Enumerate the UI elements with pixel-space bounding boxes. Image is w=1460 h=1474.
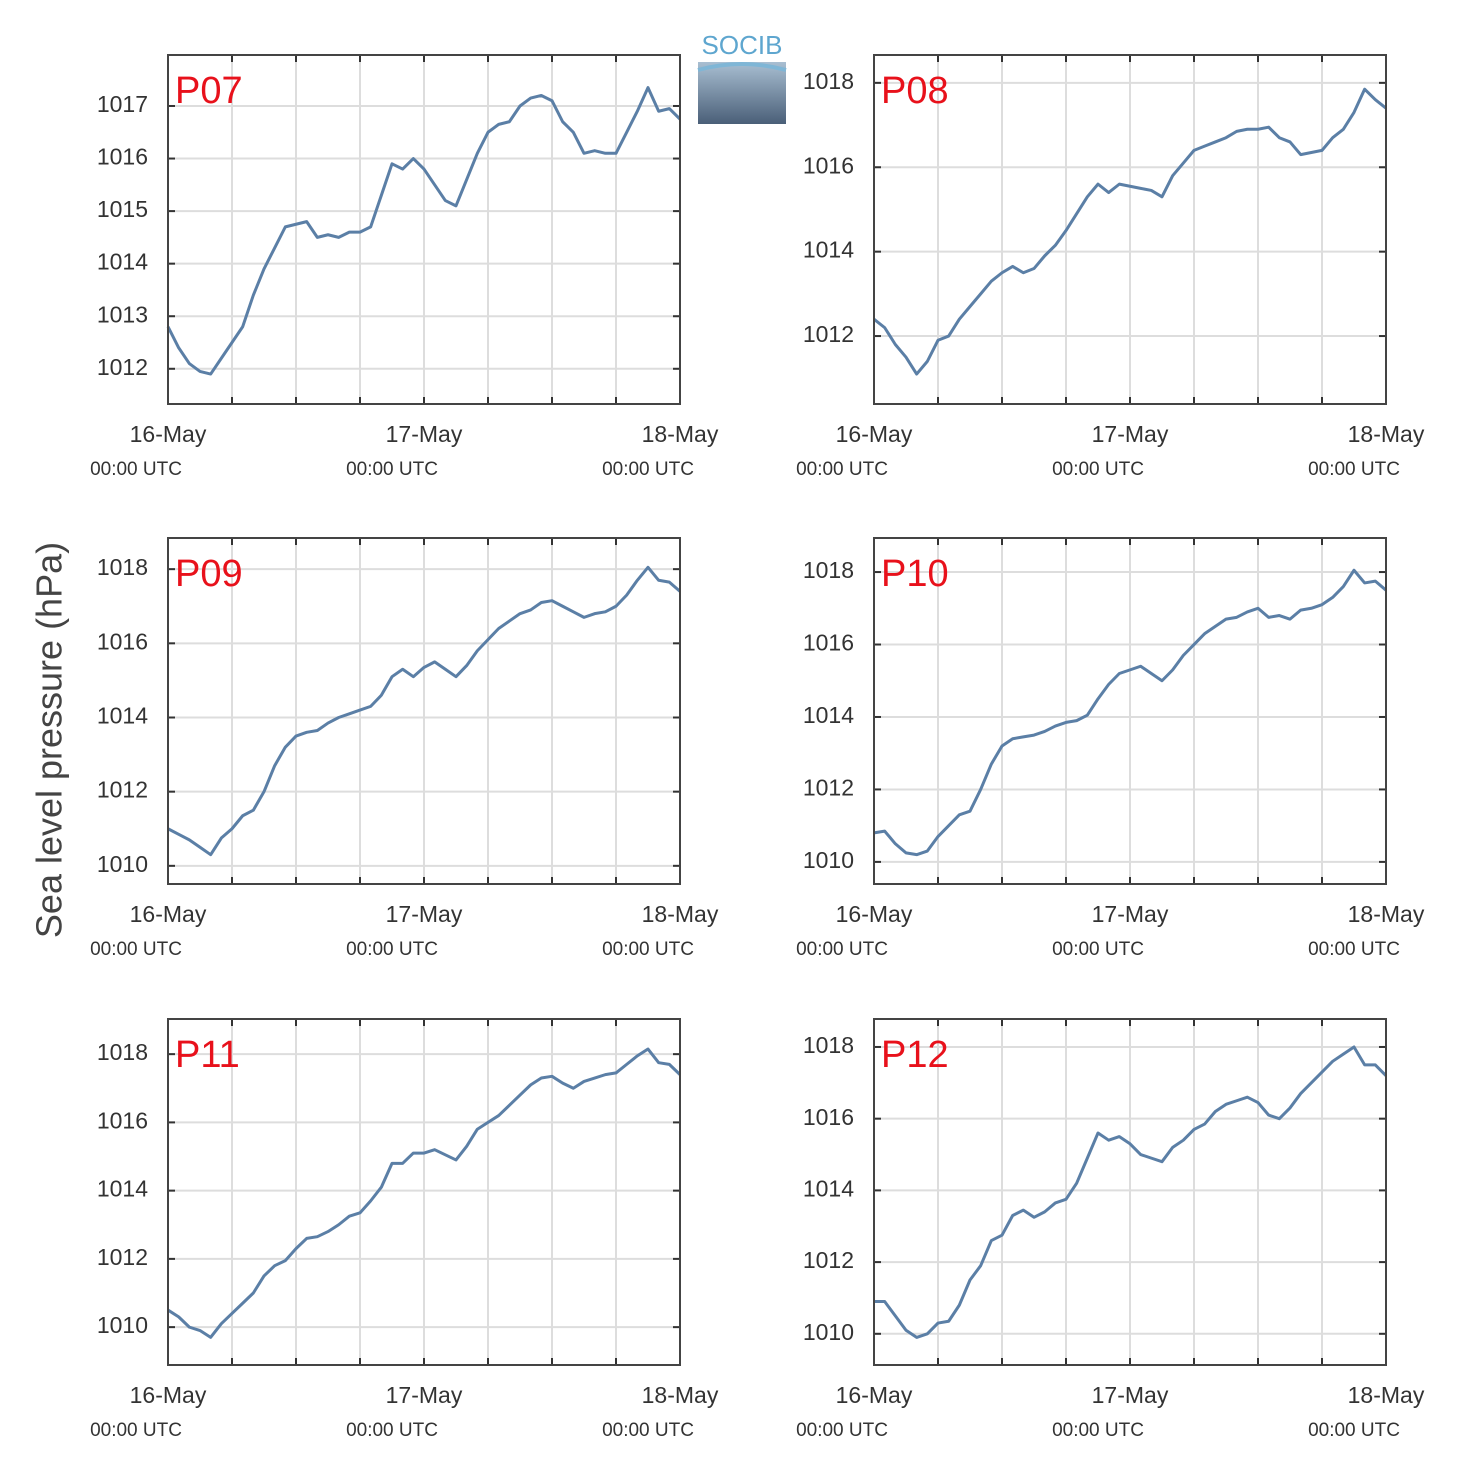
y-tick-label: 1016 [97, 1107, 148, 1133]
panel: 1012 1014 1016 1018 16-May 00:00 UTC 17-May 00:… [796, 54, 1425, 480]
y-tick-label: 1016 [803, 152, 854, 178]
x-tick-label: 17-May [1092, 1382, 1169, 1408]
y-tick-label: 1010 [803, 1319, 854, 1345]
y-tick-label: 1016 [97, 144, 148, 170]
y-tick-label: 1012 [803, 321, 854, 347]
y-tick-label: 1018 [97, 1039, 148, 1065]
y-tick-label: 1014 [803, 237, 854, 263]
x-tick-label: 16-May [130, 421, 207, 447]
x-tick-sublabel: 00:00 UTC [346, 459, 438, 480]
y-tick-label: 1018 [803, 68, 854, 94]
data-line [874, 1045, 1388, 1339]
x-tick-sublabel: 00:00 UTC [1052, 459, 1144, 480]
x-tick-sublabel: 00:00 UTC [796, 459, 888, 480]
x-tick-label: 17-May [386, 901, 463, 927]
y-tick-label: 1013 [97, 301, 148, 327]
x-tick-sublabel: 00:00 UTC [1308, 459, 1400, 480]
data-line [873, 568, 1387, 857]
plot-frame [167, 537, 681, 885]
logo-graphic [698, 62, 786, 124]
data-line [166, 86, 682, 376]
x-tick-sublabel: 00:00 UTC [1052, 939, 1144, 960]
data-line [167, 1047, 682, 1339]
x-tick-sublabel: 00:00 UTC [346, 939, 438, 960]
x-tick-sublabel: 00:00 UTC [1052, 1420, 1144, 1441]
x-tick-label: 18-May [1348, 901, 1425, 927]
x-tick-label: 18-May [1348, 1382, 1425, 1408]
plot-frame [167, 1018, 681, 1366]
x-tick-label: 18-May [642, 1382, 719, 1408]
panel-title: P09 [175, 553, 243, 595]
x-tick-label: 16-May [836, 421, 913, 447]
x-tick-label: 16-May [130, 901, 207, 927]
x-tick-sublabel: 00:00 UTC [90, 939, 182, 960]
data-line [167, 565, 681, 857]
x-tick-label: 16-May [836, 901, 913, 927]
x-tick-sublabel: 00:00 UTC [602, 939, 694, 960]
x-tick-sublabel: 00:00 UTC [1308, 939, 1400, 960]
y-tick-label: 1016 [803, 1104, 854, 1130]
data-line [873, 87, 1387, 376]
panel: 1010 1012 1014 1016 1018 16-May 00:00 UTC 17-Ma… [796, 1018, 1425, 1441]
y-tick-label: 1018 [97, 554, 148, 580]
y-tick-label: 1012 [803, 775, 854, 801]
y-tick-label: 1012 [97, 1244, 148, 1270]
y-tick-label: 1012 [97, 354, 148, 380]
panel: 1010 1012 1014 1016 1018 16-May 00:00 UTC 17-Ma… [796, 537, 1425, 960]
panel-title: P10 [881, 553, 949, 595]
y-tick-label: 1018 [803, 1032, 854, 1058]
x-tick-label: 18-May [642, 901, 719, 927]
panel-title: P08 [881, 70, 949, 112]
panel: 1012 1013 1014 1015 1016 1017 16-May 00:00 UTC 1… [90, 54, 719, 480]
x-tick-label: 17-May [1092, 901, 1169, 927]
plot-frame [873, 54, 1387, 405]
panel-title: P11 [175, 1034, 240, 1076]
panel-title: P12 [881, 1034, 949, 1076]
y-tick-label: 1012 [97, 777, 148, 803]
logo-text: SOCIB [702, 30, 783, 60]
x-tick-sublabel: 00:00 UTC [90, 459, 182, 480]
x-tick-sublabel: 00:00 UTC [602, 1420, 694, 1441]
x-tick-label: 17-May [386, 1382, 463, 1408]
y-tick-label: 1018 [803, 557, 854, 583]
y-tick-label: 1015 [97, 196, 148, 222]
x-tick-sublabel: 00:00 UTC [602, 459, 694, 480]
plot-frame [873, 1018, 1387, 1366]
x-tick-label: 17-May [386, 421, 463, 447]
panel-title: P07 [175, 70, 243, 112]
plot-frame [873, 537, 1387, 885]
x-tick-sublabel: 00:00 UTC [796, 939, 888, 960]
y-tick-label: 1014 [97, 703, 148, 729]
x-tick-sublabel: 00:00 UTC [1308, 1420, 1400, 1441]
panel: 1010 1012 1014 1016 1018 16-May 00:00 UTC 17-Ma… [90, 537, 719, 960]
y-axis-label: Sea level pressure (hPa) [29, 542, 70, 938]
x-tick-label: 18-May [1348, 421, 1425, 447]
x-tick-label: 17-May [1092, 421, 1169, 447]
panel: 1010 1012 1014 1016 1018 16-May 00:00 UTC 17-Ma… [90, 1018, 719, 1441]
y-tick-label: 1010 [803, 847, 854, 873]
x-tick-sublabel: 00:00 UTC [346, 1420, 438, 1441]
y-tick-label: 1014 [97, 1176, 148, 1202]
y-tick-label: 1016 [97, 628, 148, 654]
logo-wave [697, 62, 787, 72]
y-tick-label: 1014 [97, 249, 148, 275]
y-tick-label: 1010 [97, 851, 148, 877]
x-tick-label: 18-May [642, 421, 719, 447]
x-tick-sublabel: 00:00 UTC [796, 1420, 888, 1441]
plot-frame [167, 54, 681, 405]
logo: SOCIB [697, 30, 787, 124]
x-tick-label: 16-May [130, 1382, 207, 1408]
x-tick-sublabel: 00:00 UTC [90, 1420, 182, 1441]
y-tick-label: 1016 [803, 630, 854, 656]
y-tick-label: 1014 [803, 702, 854, 728]
y-tick-label: 1012 [803, 1247, 854, 1273]
x-tick-label: 16-May [836, 1382, 913, 1408]
y-tick-label: 1010 [97, 1312, 148, 1338]
y-tick-label: 1014 [803, 1175, 854, 1201]
y-tick-label: 1017 [97, 91, 148, 117]
